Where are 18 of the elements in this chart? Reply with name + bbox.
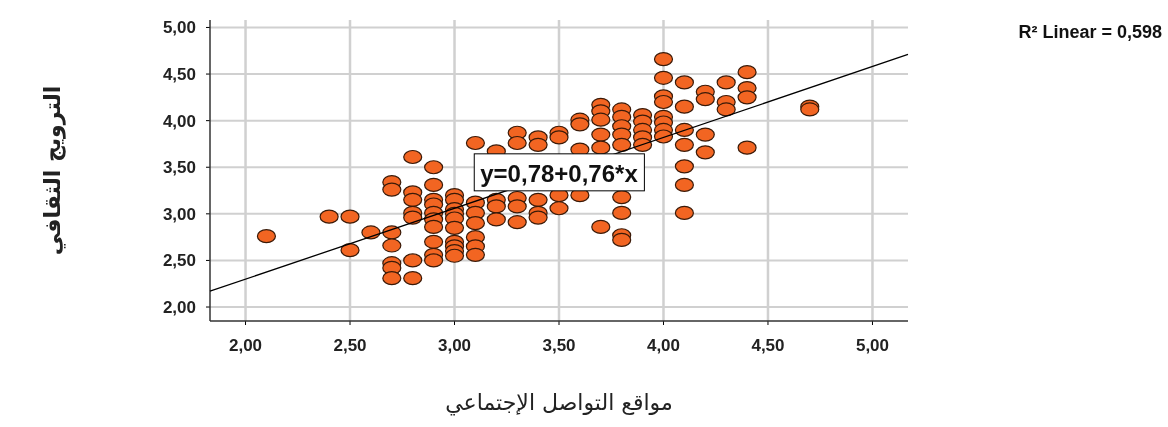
annotation: y=0,78+0,76*x (480, 159, 639, 187)
x-tick-label: 4,00 (646, 336, 681, 355)
text: R² Linear = 0,598 (1018, 22, 1162, 42)
y-tick-label: 3,00 (162, 204, 196, 224)
x-axis-title: مواقع التواصل الإجتماعي (445, 390, 673, 416)
y-tick-label: 4,00 (162, 111, 196, 131)
y-tick-label: 4,50 (162, 65, 196, 85)
x-tick-label: 2,50 (333, 336, 367, 355)
y-tick-label: 3,50 (162, 158, 196, 178)
x-tick-label: 3,00 (437, 336, 472, 355)
y-tick-label: 5,00 (162, 18, 196, 38)
y-tick-label: 2,50 (162, 251, 196, 271)
x-tick-label: 5,00 (855, 336, 890, 355)
x-tick-label: 2,00 (228, 336, 263, 355)
y-tick-label: 2,00 (162, 298, 196, 318)
x-tick-label: 4,50 (751, 336, 785, 355)
y-axis-title: الترويج الثقافي (40, 85, 66, 256)
x-tick-label: 3,50 (542, 336, 576, 355)
